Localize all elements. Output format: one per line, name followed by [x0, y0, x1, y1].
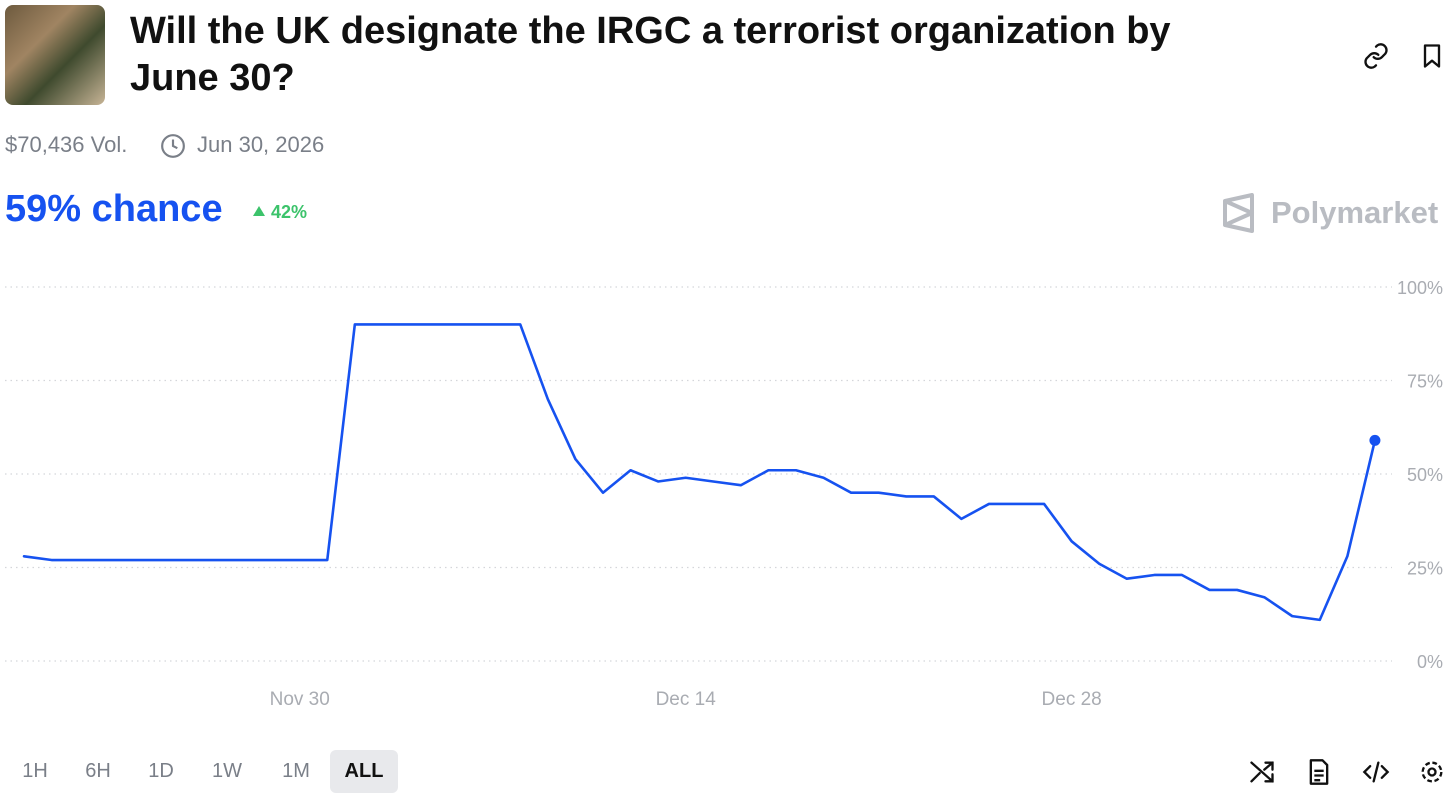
range-button[interactable]: ALL	[330, 750, 398, 793]
up-arrow	[253, 206, 265, 216]
clock-icon	[161, 134, 185, 158]
x-tick-label: Dec 28	[1042, 689, 1102, 710]
change: 42%	[271, 202, 308, 222]
brand: Polymarket	[1271, 195, 1439, 230]
y-tick-label: 25%	[1407, 559, 1443, 579]
shuffle-icon[interactable]	[1248, 758, 1276, 786]
settings-icon[interactable]	[1418, 758, 1446, 786]
range-button[interactable]: 1H	[22, 760, 48, 782]
market-image	[5, 5, 105, 105]
y-tick-label: 50%	[1407, 465, 1443, 485]
range-button[interactable]: 6H	[85, 760, 111, 782]
volume: $70,436 Vol.	[5, 132, 128, 157]
brand-logo	[1223, 193, 1254, 233]
y-tick-label: 100%	[1397, 278, 1443, 298]
y-tick-label: 75%	[1407, 372, 1443, 392]
embed-icon[interactable]	[1362, 758, 1390, 786]
range-button[interactable]: 1D	[148, 760, 174, 782]
document-icon[interactable]	[1305, 758, 1333, 786]
x-tick-label: Dec 14	[656, 689, 717, 710]
end-date: Jun 30, 2026	[197, 132, 325, 157]
market-title: Will the UK designate the IRGC a terrori…	[130, 10, 1171, 99]
chart: 0% 25% 50% 75% 100% Nov 30 Dec 14 Dec 28	[5, 278, 1443, 710]
range-button[interactable]: 1M	[282, 760, 310, 782]
bookmark-icon[interactable]	[1418, 42, 1446, 70]
y-tick-label: 0%	[1417, 652, 1443, 672]
link-icon[interactable]	[1362, 42, 1390, 70]
price-line	[22, 323, 1377, 622]
x-tick-label: Nov 30	[270, 689, 330, 710]
last-point	[1369, 434, 1381, 446]
chance: 59% chance	[5, 188, 223, 230]
range-button[interactable]: 1W	[212, 760, 242, 782]
